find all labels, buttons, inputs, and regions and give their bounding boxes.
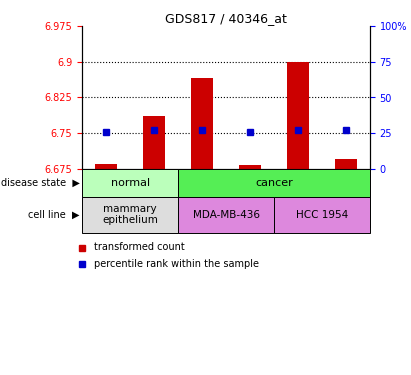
Bar [335,159,357,169]
Title: GDS817 / 40346_at: GDS817 / 40346_at [165,12,287,25]
Bar [82,169,178,197]
Text: cell line  ▶: cell line ▶ [28,210,80,220]
Text: GSM21237: GSM21237 [245,178,254,218]
Bar [226,169,274,227]
Text: transformed count: transformed count [94,243,185,252]
Bar [95,164,117,169]
Text: MDA-MB-436: MDA-MB-436 [192,210,260,220]
Text: mammary
epithelium: mammary epithelium [102,204,158,225]
Bar [143,117,165,169]
Text: GSM21238: GSM21238 [293,178,302,218]
Bar [191,78,213,169]
Bar [178,169,226,227]
Text: GSM21241: GSM21241 [150,178,159,218]
Bar [322,169,370,227]
Text: cancer: cancer [255,178,293,188]
Text: GSM21240: GSM21240 [102,178,111,218]
Bar [287,62,309,169]
Bar [82,169,130,227]
Text: normal: normal [111,178,150,188]
Bar [274,169,322,227]
Bar [178,169,370,197]
Text: GSM21236: GSM21236 [198,178,207,218]
Bar [239,165,261,169]
Text: percentile rank within the sample: percentile rank within the sample [94,260,259,269]
Text: HCC 1954: HCC 1954 [296,210,348,220]
Text: disease state  ▶: disease state ▶ [1,178,80,188]
Bar [274,197,370,232]
Bar [178,197,274,232]
Text: GSM21239: GSM21239 [342,178,351,218]
Bar [130,169,178,227]
Bar [82,197,178,232]
